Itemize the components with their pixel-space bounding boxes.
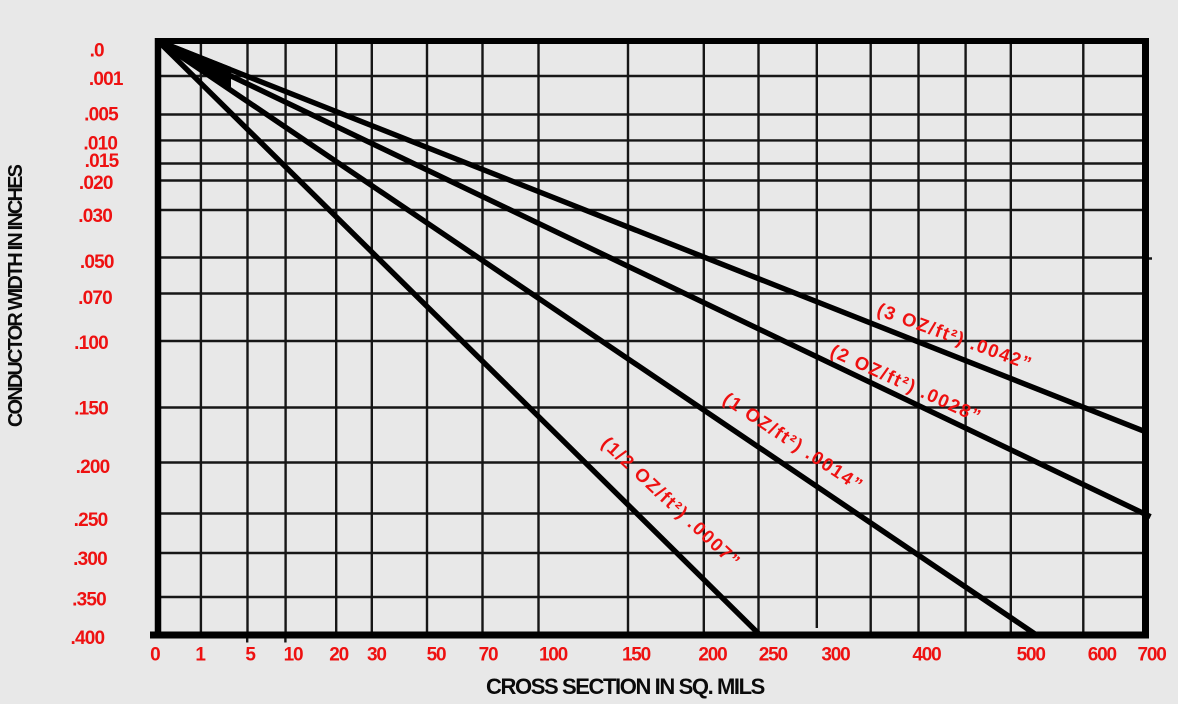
svg-text:50: 50 <box>427 645 446 666</box>
svg-text:1: 1 <box>195 645 206 666</box>
svg-text:700: 700 <box>1138 645 1167 666</box>
svg-text:20: 20 <box>329 645 348 666</box>
svg-text:10: 10 <box>284 645 303 666</box>
svg-text:200: 200 <box>698 645 727 666</box>
svg-text:.030: .030 <box>78 206 112 227</box>
svg-text:5: 5 <box>245 645 256 666</box>
svg-text:.300: .300 <box>73 549 107 570</box>
svg-text:70: 70 <box>479 645 498 666</box>
svg-text:0: 0 <box>150 645 160 666</box>
svg-text:.005: .005 <box>84 104 119 125</box>
svg-text:250: 250 <box>759 645 788 666</box>
svg-text:.200: .200 <box>76 457 110 478</box>
svg-text:.350: .350 <box>72 590 106 611</box>
svg-text:.250: .250 <box>74 510 108 531</box>
svg-text:.0: .0 <box>90 41 104 62</box>
svg-text:600: 600 <box>1088 645 1117 666</box>
svg-text:300: 300 <box>821 645 850 666</box>
svg-text:.150: .150 <box>74 398 108 419</box>
svg-text:500: 500 <box>1017 645 1046 666</box>
svg-text:.050: .050 <box>80 252 114 273</box>
svg-text:.015: .015 <box>85 151 120 172</box>
svg-text:.001: .001 <box>89 69 124 90</box>
svg-text:400: 400 <box>912 645 941 666</box>
svg-text:.070: .070 <box>78 288 112 309</box>
svg-text:100: 100 <box>539 645 568 666</box>
svg-text:CROSS SECTION IN SQ. MILS: CROSS SECTION IN SQ. MILS <box>486 674 765 699</box>
svg-text:.010: .010 <box>83 133 117 154</box>
svg-text:.400: .400 <box>71 628 105 649</box>
svg-text:.100: .100 <box>74 333 108 354</box>
svg-text:.020: .020 <box>79 173 113 194</box>
svg-text:CONDUCTOR WIDTH IN INCHES: CONDUCTOR WIDTH IN INCHES <box>5 164 27 427</box>
svg-text:150: 150 <box>622 645 651 666</box>
svg-text:30: 30 <box>367 645 386 666</box>
